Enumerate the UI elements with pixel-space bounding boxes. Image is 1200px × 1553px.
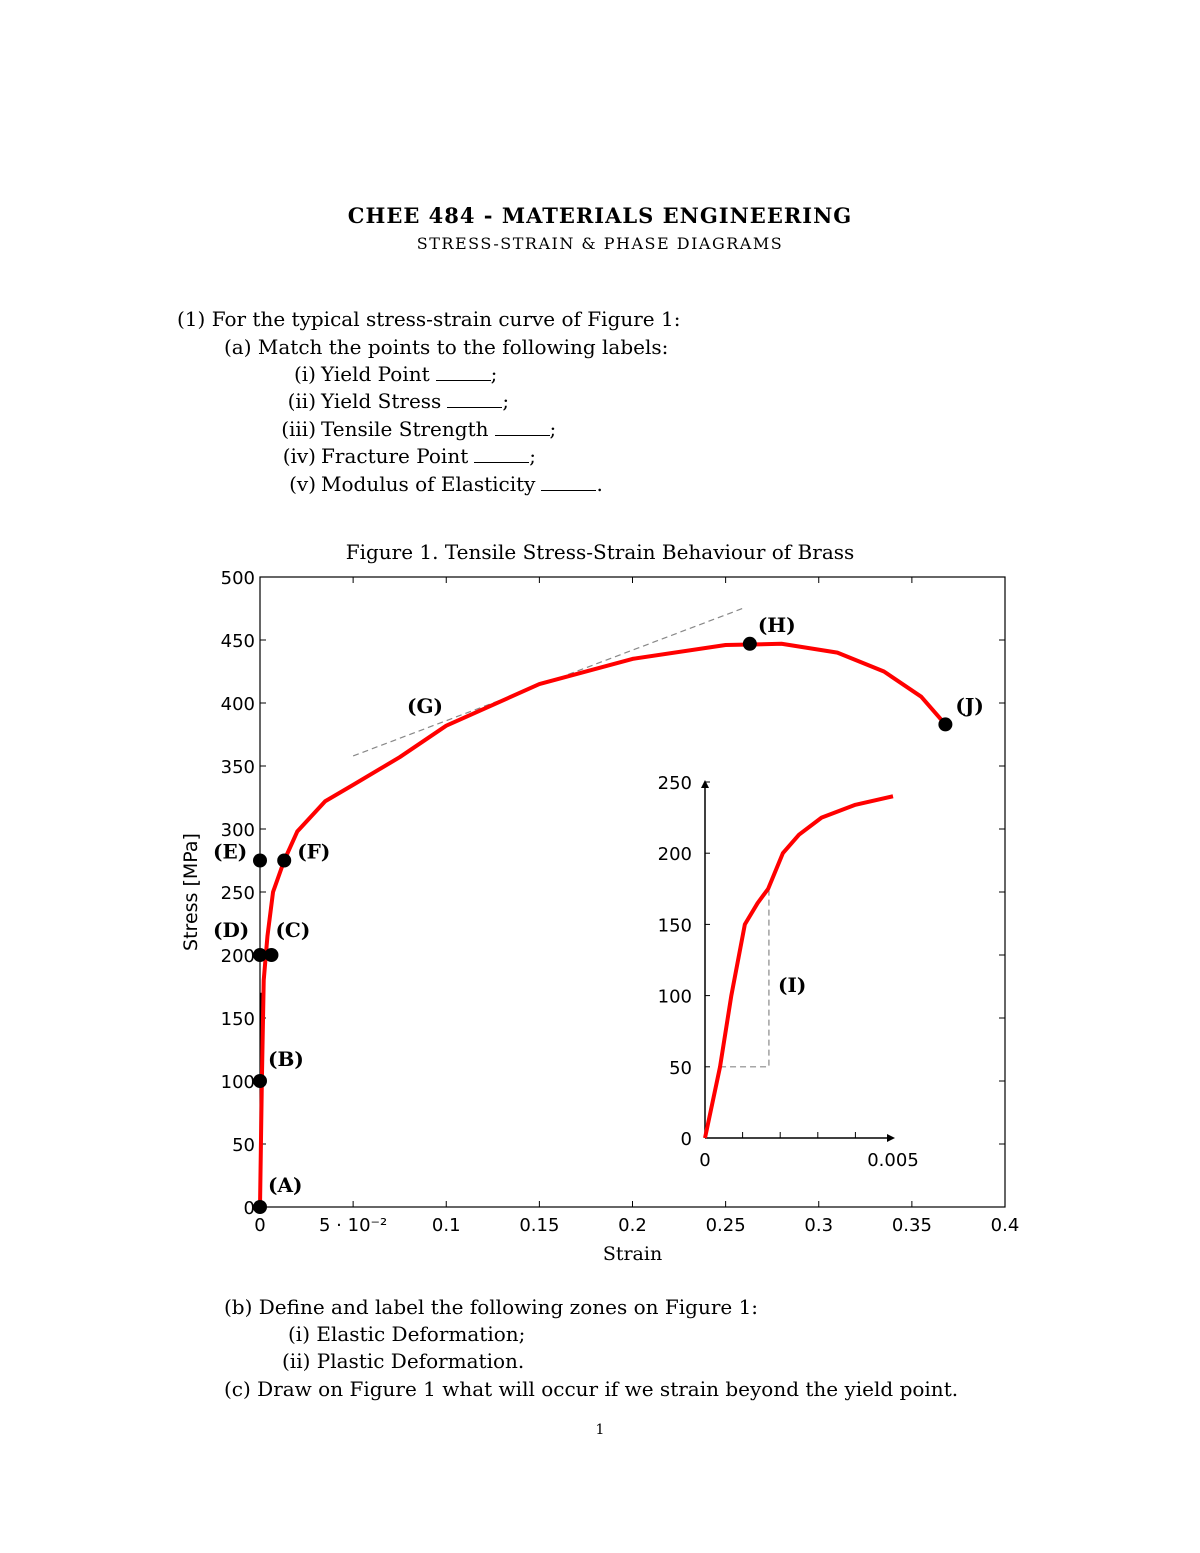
inset-curve <box>703 794 894 1139</box>
item-text: Yield Stress <box>321 389 442 413</box>
data-point <box>938 717 953 732</box>
answer-blank[interactable] <box>541 490 597 491</box>
inset-y-tick-label: 200 <box>658 844 692 865</box>
part-c: (c) Draw on Figure 1 what will occur if … <box>224 1377 959 1401</box>
part-b: (b) Define and label the following zones… <box>224 1295 759 1319</box>
item-line: Modulus of Elasticity. <box>321 472 603 496</box>
item-number: (iii) <box>281 417 316 441</box>
item-line: Yield Stress; <box>321 389 509 413</box>
question-intro: (1) For the typical stress-strain curve … <box>177 307 681 331</box>
x-tick-label: 0.15 <box>519 1215 559 1236</box>
inset-y-tick-label: 250 <box>658 773 692 794</box>
point-label: (D) <box>213 918 249 942</box>
x-tick-label: 0.3 <box>804 1215 833 1236</box>
item-number: (i) <box>293 362 316 386</box>
point-label: (J) <box>955 693 983 717</box>
answer-blank[interactable] <box>447 407 503 408</box>
data-point <box>277 853 292 868</box>
x-tick-label: 0.35 <box>892 1215 932 1236</box>
document-title: CHEE 484 - MATERIALS ENGINEERING <box>347 203 853 228</box>
y-tick-label: 150 <box>221 1009 255 1030</box>
y-tick-label: 50 <box>232 1135 255 1156</box>
item-text: Tensile Strength <box>321 417 489 441</box>
slope-triangle <box>720 888 770 1068</box>
item-end: . <box>596 472 603 496</box>
y-tick-label: 400 <box>221 694 255 715</box>
x-tick-label: 5 · 10⁻² <box>319 1215 387 1236</box>
inset-y-tick-label: 50 <box>669 1058 692 1079</box>
y-tick-label: 350 <box>221 757 255 778</box>
y-tick-label: 250 <box>221 883 255 904</box>
point-label: (A) <box>268 1173 302 1197</box>
arrow-right-icon <box>887 1134 895 1142</box>
arrow-up-icon <box>701 780 709 788</box>
point-label: (G) <box>407 694 443 718</box>
y-tick-label: 0 <box>244 1198 255 1219</box>
item-number: (v) <box>289 472 316 496</box>
data-point <box>742 636 757 651</box>
item-text: Modulus of Elasticity <box>321 472 536 496</box>
y-tick-label: 500 <box>221 568 255 589</box>
item-end: ; <box>549 417 557 441</box>
plot-frame <box>259 576 1006 1208</box>
x-axis-label: Strain <box>603 1243 662 1265</box>
inset-y-tick-label: 150 <box>658 915 692 936</box>
point-label: (F) <box>297 840 330 864</box>
inset-x-tick-label: 0 <box>699 1150 710 1171</box>
part-a: (a) Match the points to the following la… <box>224 335 669 359</box>
data-point <box>253 1200 267 1214</box>
item-text: Fracture Point <box>321 444 469 468</box>
data-point <box>264 948 279 962</box>
x-tick-label: 0 <box>254 1215 265 1236</box>
y-axis-label: Stress [MPa] <box>180 833 202 951</box>
y-tick-label: 100 <box>221 1072 255 1093</box>
x-tick-label: 0.2 <box>618 1215 647 1236</box>
x-tick-label: 0.1 <box>432 1215 461 1236</box>
item-end: ; <box>502 389 510 413</box>
page-number: 1 <box>595 1422 605 1438</box>
point-label: (H) <box>758 613 796 637</box>
x-tick-label: 0.4 <box>991 1215 1020 1236</box>
item-end: ; <box>490 362 498 386</box>
point-label: (E) <box>213 840 247 864</box>
item-line: Yield Point; <box>321 362 497 386</box>
answer-blank[interactable] <box>494 435 550 436</box>
point-label: (I) <box>778 973 806 997</box>
item-end: ; <box>529 444 536 468</box>
item-line: Fracture Point; <box>321 444 536 468</box>
y-tick-label: 200 <box>221 946 255 967</box>
part-b-item: (i) Elastic Deformation; <box>288 1322 526 1346</box>
data-point <box>253 1074 267 1088</box>
item-number: (ii) <box>287 389 316 413</box>
inset-y-tick-label: 0 <box>681 1129 692 1150</box>
data-point <box>253 853 267 868</box>
y-tick-label: 300 <box>221 820 255 841</box>
document-subtitle: STRESS-STRAIN & PHASE DIAGRAMS <box>416 234 784 253</box>
item-text: Yield Point <box>321 362 430 386</box>
inset-y-tick-label: 100 <box>658 987 692 1008</box>
data-point <box>253 948 267 962</box>
point-label: (C) <box>275 918 310 942</box>
answer-blank[interactable] <box>435 380 491 381</box>
figure-caption: Figure 1. Tensile Stress-Strain Behaviou… <box>345 540 855 564</box>
answer-blank[interactable] <box>474 462 530 463</box>
point-label: (B) <box>268 1047 304 1071</box>
inset-x-tick-label: 0.005 <box>867 1150 919 1171</box>
item-line: Tensile Strength; <box>321 417 556 441</box>
part-b-item: (ii) Plastic Deformation. <box>282 1349 525 1373</box>
item-number: (iv) <box>282 444 316 468</box>
stress-strain-curve <box>258 641 947 1208</box>
x-tick-label: 0.25 <box>706 1215 746 1236</box>
y-tick-label: 450 <box>221 631 255 652</box>
